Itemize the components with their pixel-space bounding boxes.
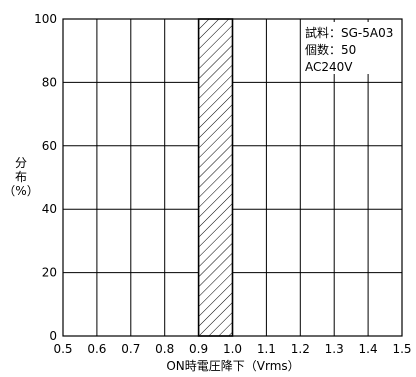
- y-tick-label: 100: [34, 12, 57, 26]
- bar: [197, 18, 234, 337]
- x-tick-label: 1.4: [359, 342, 378, 356]
- x-tick-label: 0.5: [53, 342, 72, 356]
- y-axis-title-unit: （%）: [3, 184, 38, 198]
- x-tick-label: 1.1: [257, 342, 276, 356]
- sample-info-box: 試料：SG-5A03 個数：50 AC240V: [303, 22, 401, 74]
- x-tick-label: 0.7: [121, 342, 140, 356]
- y-axis-title-char-2: 布: [15, 170, 27, 184]
- y-axis-title-char-1: 分: [15, 156, 27, 170]
- bars: [197, 18, 234, 337]
- y-tick-label: 0: [49, 329, 57, 343]
- x-tick-label: 1.5: [392, 342, 411, 356]
- sample-info-line-2: 個数：50: [305, 42, 356, 57]
- x-tick-label: 1.2: [291, 342, 310, 356]
- x-tick-label: 1.3: [325, 342, 344, 356]
- sample-info-line-3: AC240V: [305, 60, 353, 74]
- y-tick-label: 20: [42, 266, 57, 280]
- x-tick-label: 0.6: [87, 342, 106, 356]
- sample-info-line-1: 試料：SG-5A03: [305, 25, 393, 40]
- y-tick-labels: 0 20 40 60 80 100: [34, 12, 57, 343]
- x-axis-title: ON時電圧降下（Vrms）: [166, 359, 299, 373]
- y-tick-label: 60: [42, 139, 57, 153]
- plot-frame: [62, 18, 403, 337]
- y-tick-label: 80: [42, 75, 57, 89]
- x-tick-label: 0.9: [189, 342, 208, 356]
- x-tick-labels: 0.5 0.6 0.7 0.8 0.9 1.0 1.1 1.2 1.3 1.4 1.5: [53, 342, 411, 356]
- x-tick-label: 1.0: [223, 342, 242, 356]
- y-tick-label: 40: [42, 202, 57, 216]
- x-tick-label: 0.8: [155, 342, 174, 356]
- y-axis-title: 分 布 （%）: [3, 156, 38, 198]
